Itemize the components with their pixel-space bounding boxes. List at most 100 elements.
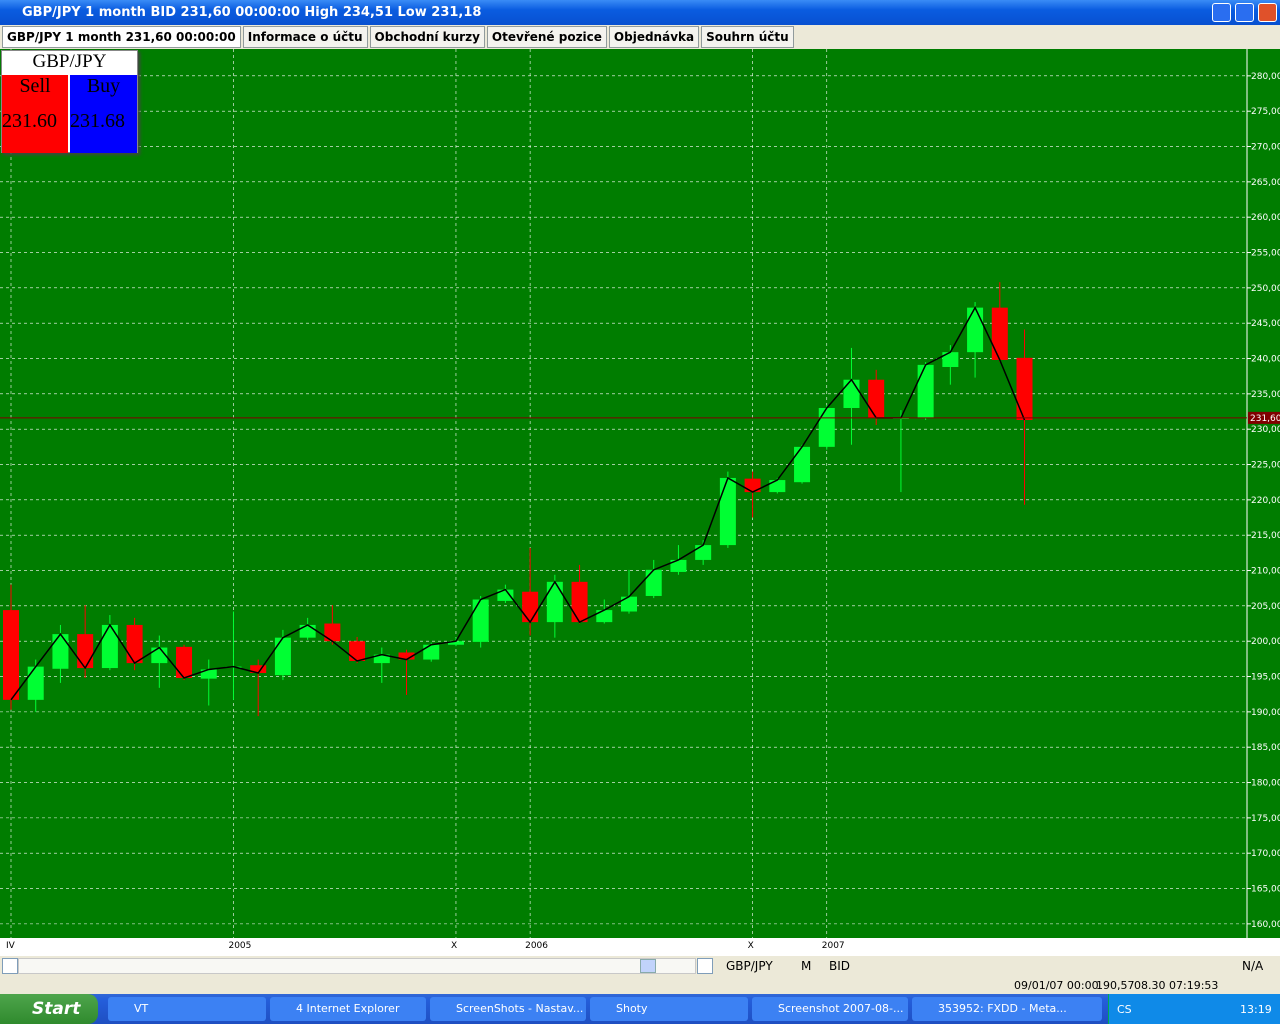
sell-price: 231.60: [2, 110, 57, 132]
candle-body: [77, 634, 94, 669]
candle-body: [744, 478, 761, 493]
status-date: 09/01/07 00:00: [1014, 979, 1099, 992]
sell-label: Sell: [19, 75, 51, 97]
status-time: 08.30 07:19:53: [1134, 979, 1219, 992]
candle-body: [126, 624, 143, 664]
candle-body: [967, 307, 984, 353]
candle-body: [868, 379, 885, 418]
window-title: GBP/JPY 1 month BID 231,60 00:00:00 High…: [22, 5, 482, 20]
y-tick-label: 255,00: [1251, 249, 1280, 259]
candle-body: [497, 589, 514, 601]
candle-body: [398, 652, 415, 660]
buy-price: 231.68: [70, 110, 125, 132]
clock: 13:19: [1240, 1003, 1272, 1016]
candle-body: [1016, 357, 1033, 421]
candle-body: [299, 624, 316, 638]
tab[interactable]: Objednávka: [608, 26, 700, 48]
candle-body: [349, 641, 366, 661]
y-tick-label: 265,00: [1251, 178, 1280, 188]
symbol-select[interactable]: GBP/JPY: [726, 959, 773, 973]
x-tick-label: 2005: [228, 941, 252, 951]
tab-bar: GBP/JPY 1 month 231,60 00:00:00 Informace…: [0, 26, 1280, 49]
y-tick-label: 275,00: [1251, 107, 1280, 117]
period-select[interactable]: M: [801, 959, 812, 973]
start-button[interactable]: Start: [0, 994, 98, 1024]
candle-body: [571, 581, 588, 623]
y-tick-label: 230,00: [1251, 425, 1280, 435]
maximize[interactable]: [1235, 3, 1254, 22]
candle-body: [3, 610, 19, 700]
scroll-track[interactable]: [18, 958, 696, 974]
tab[interactable]: Souhrn účtu: [701, 26, 794, 48]
y-tick-label: 175,00: [1251, 814, 1280, 824]
title-bar: GBP/JPY 1 month BID 231,60 00:00:00 High…: [0, 0, 1280, 25]
close[interactable]: [1258, 3, 1277, 22]
language[interactable]: CS: [1117, 1003, 1132, 1016]
scroll-right[interactable]: [697, 958, 713, 974]
y-tick-label: 190,00: [1251, 708, 1280, 718]
candle-body: [719, 477, 736, 546]
sell-button[interactable]: Sell 231.60: [2, 75, 68, 153]
x-tick-label: X: [747, 941, 754, 951]
toolbar: GBP/JPY M BID N/A: [0, 957, 1280, 976]
scroll-thumb[interactable]: [640, 959, 656, 973]
taskbar-item[interactable]: 353952: FXDD - Meta...: [912, 997, 1102, 1021]
candle-body: [769, 480, 786, 493]
candle-body: [670, 559, 687, 572]
candle-body: [522, 591, 539, 623]
mode-select[interactable]: N/A: [1242, 959, 1264, 973]
candle-body: [274, 637, 291, 676]
taskbar-item[interactable]: Screenshot 2007-08-...: [752, 997, 908, 1021]
minimize[interactable]: [1212, 3, 1231, 22]
candle-body: [917, 364, 934, 418]
y-tick-label: 245,00: [1251, 319, 1280, 329]
y-tick-label: 260,00: [1251, 213, 1280, 223]
candle-body: [200, 669, 217, 679]
price-label: 231,60: [1250, 414, 1280, 424]
candle-body: [101, 624, 118, 669]
taskbar-item[interactable]: Shoty: [590, 997, 748, 1021]
status-price: 190,57: [1096, 979, 1135, 992]
y-tick-label: 195,00: [1251, 673, 1280, 683]
y-tick-label: 200,00: [1251, 637, 1280, 647]
candle-body: [373, 654, 390, 664]
y-tick-label: 160,00: [1251, 920, 1280, 930]
y-tick-label: 250,00: [1251, 284, 1280, 294]
candle-body: [645, 569, 662, 596]
quote-symbol: GBP/JPY: [32, 51, 107, 72]
candle-body: [596, 610, 613, 623]
y-tick-label: 180,00: [1251, 779, 1280, 789]
candle-body: [621, 596, 637, 612]
tab[interactable]: GBP/JPY 1 month 231,60 00:00:00: [2, 26, 241, 48]
taskbar-item[interactable]: ScreenShots - Nastav...: [430, 997, 586, 1021]
quote-panel: GBP/JPY Sell 231.60 Buy 231.68: [1, 50, 138, 153]
y-tick-label: 225,00: [1251, 461, 1280, 471]
y-tick-label: 270,00: [1251, 143, 1280, 153]
side-select[interactable]: BID: [829, 959, 851, 973]
y-tick-label: 170,00: [1251, 849, 1280, 859]
candle-body: [843, 379, 860, 408]
scroll-left[interactable]: [2, 958, 18, 974]
x-tick-label: 2007: [821, 941, 845, 951]
x-axis-strip: IV 2005 X 2006 X 2007: [0, 938, 1280, 956]
tab[interactable]: Otevřené pozice: [486, 26, 607, 48]
taskbar-item[interactable]: VT: [108, 997, 266, 1021]
y-tick-label: 240,00: [1251, 355, 1280, 365]
buy-button[interactable]: Buy 231.68: [70, 75, 137, 153]
candle-body: [546, 581, 563, 623]
candle-body: [27, 666, 44, 700]
tab[interactable]: Obchodní kurzy: [369, 26, 485, 48]
price-tag: [1248, 411, 1280, 424]
y-tick-label: 210,00: [1251, 567, 1280, 577]
candle-body: [250, 665, 267, 673]
taskbar-item[interactable]: 4 Internet Explorer: [270, 997, 426, 1021]
y-tick-label: 215,00: [1251, 531, 1280, 541]
y-tick-label: 280,00: [1251, 72, 1280, 82]
plot-background: [0, 49, 1280, 938]
candle-body: [472, 599, 489, 642]
tab[interactable]: Informace o účtu: [242, 26, 368, 48]
candle-body: [447, 641, 464, 645]
buy-label: Buy: [86, 75, 121, 97]
y-tick-label: 185,00: [1251, 743, 1280, 753]
